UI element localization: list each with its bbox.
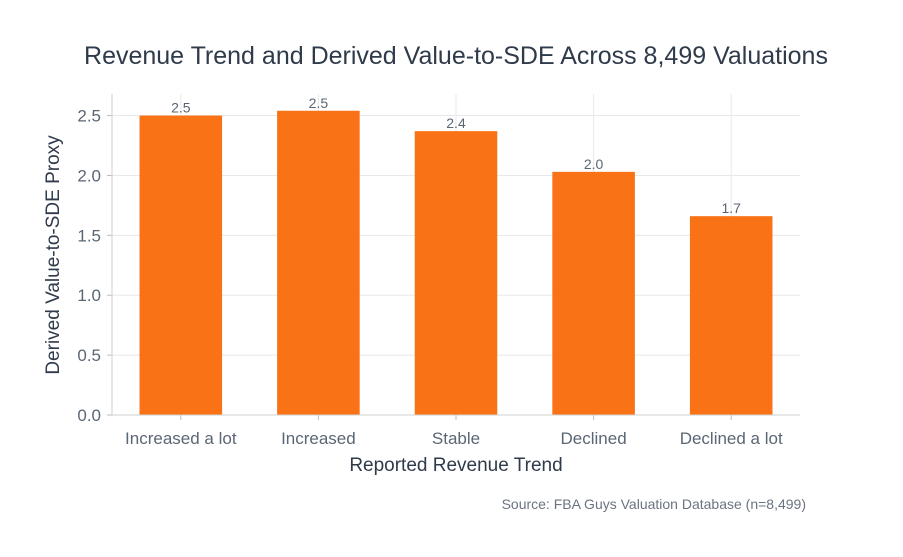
y-tick-label: 0.5 [77,346,101,365]
x-tick-label: Increased a lot [125,429,237,448]
bars-layer [139,110,773,416]
y-tick-label: 1.0 [77,286,101,305]
y-tick-label: 2.0 [77,166,101,185]
y-tick-label: 2.5 [77,107,101,126]
bar [689,216,773,415]
bar-value-label: 2.5 [309,95,329,111]
chart-title: Revenue Trend and Derived Value-to-SDE A… [84,42,828,70]
source-note: Source: FBA Guys Valuation Database (n=8… [502,496,806,512]
bar-value-label: 2.5 [171,100,191,116]
y-tick-label: 0.0 [77,406,101,425]
x-axis-label: Reported Revenue Trend [349,455,562,476]
axes-layer [107,94,800,420]
bar [139,115,223,416]
x-tick-label: Stable [432,429,480,448]
bar-value-label: 2.4 [446,115,466,131]
bar [552,171,635,415]
labels-layer: 0.0 0.5 1.0 1.5 2.0 2.5 2.5 Increased a lot 2.5 I… [77,95,783,448]
bar-value-label: 1.7 [721,200,741,216]
x-tick-label: Increased [281,429,356,448]
y-tick-label: 1.5 [77,226,101,245]
y-axis-label: Derived Value-to-SDE Proxy [43,135,64,375]
bar [414,131,498,415]
x-tick-label: Declined a lot [680,429,783,448]
x-tick-label: Declined [561,429,627,448]
bar [277,110,360,416]
bar-value-label: 2.0 [584,156,604,172]
